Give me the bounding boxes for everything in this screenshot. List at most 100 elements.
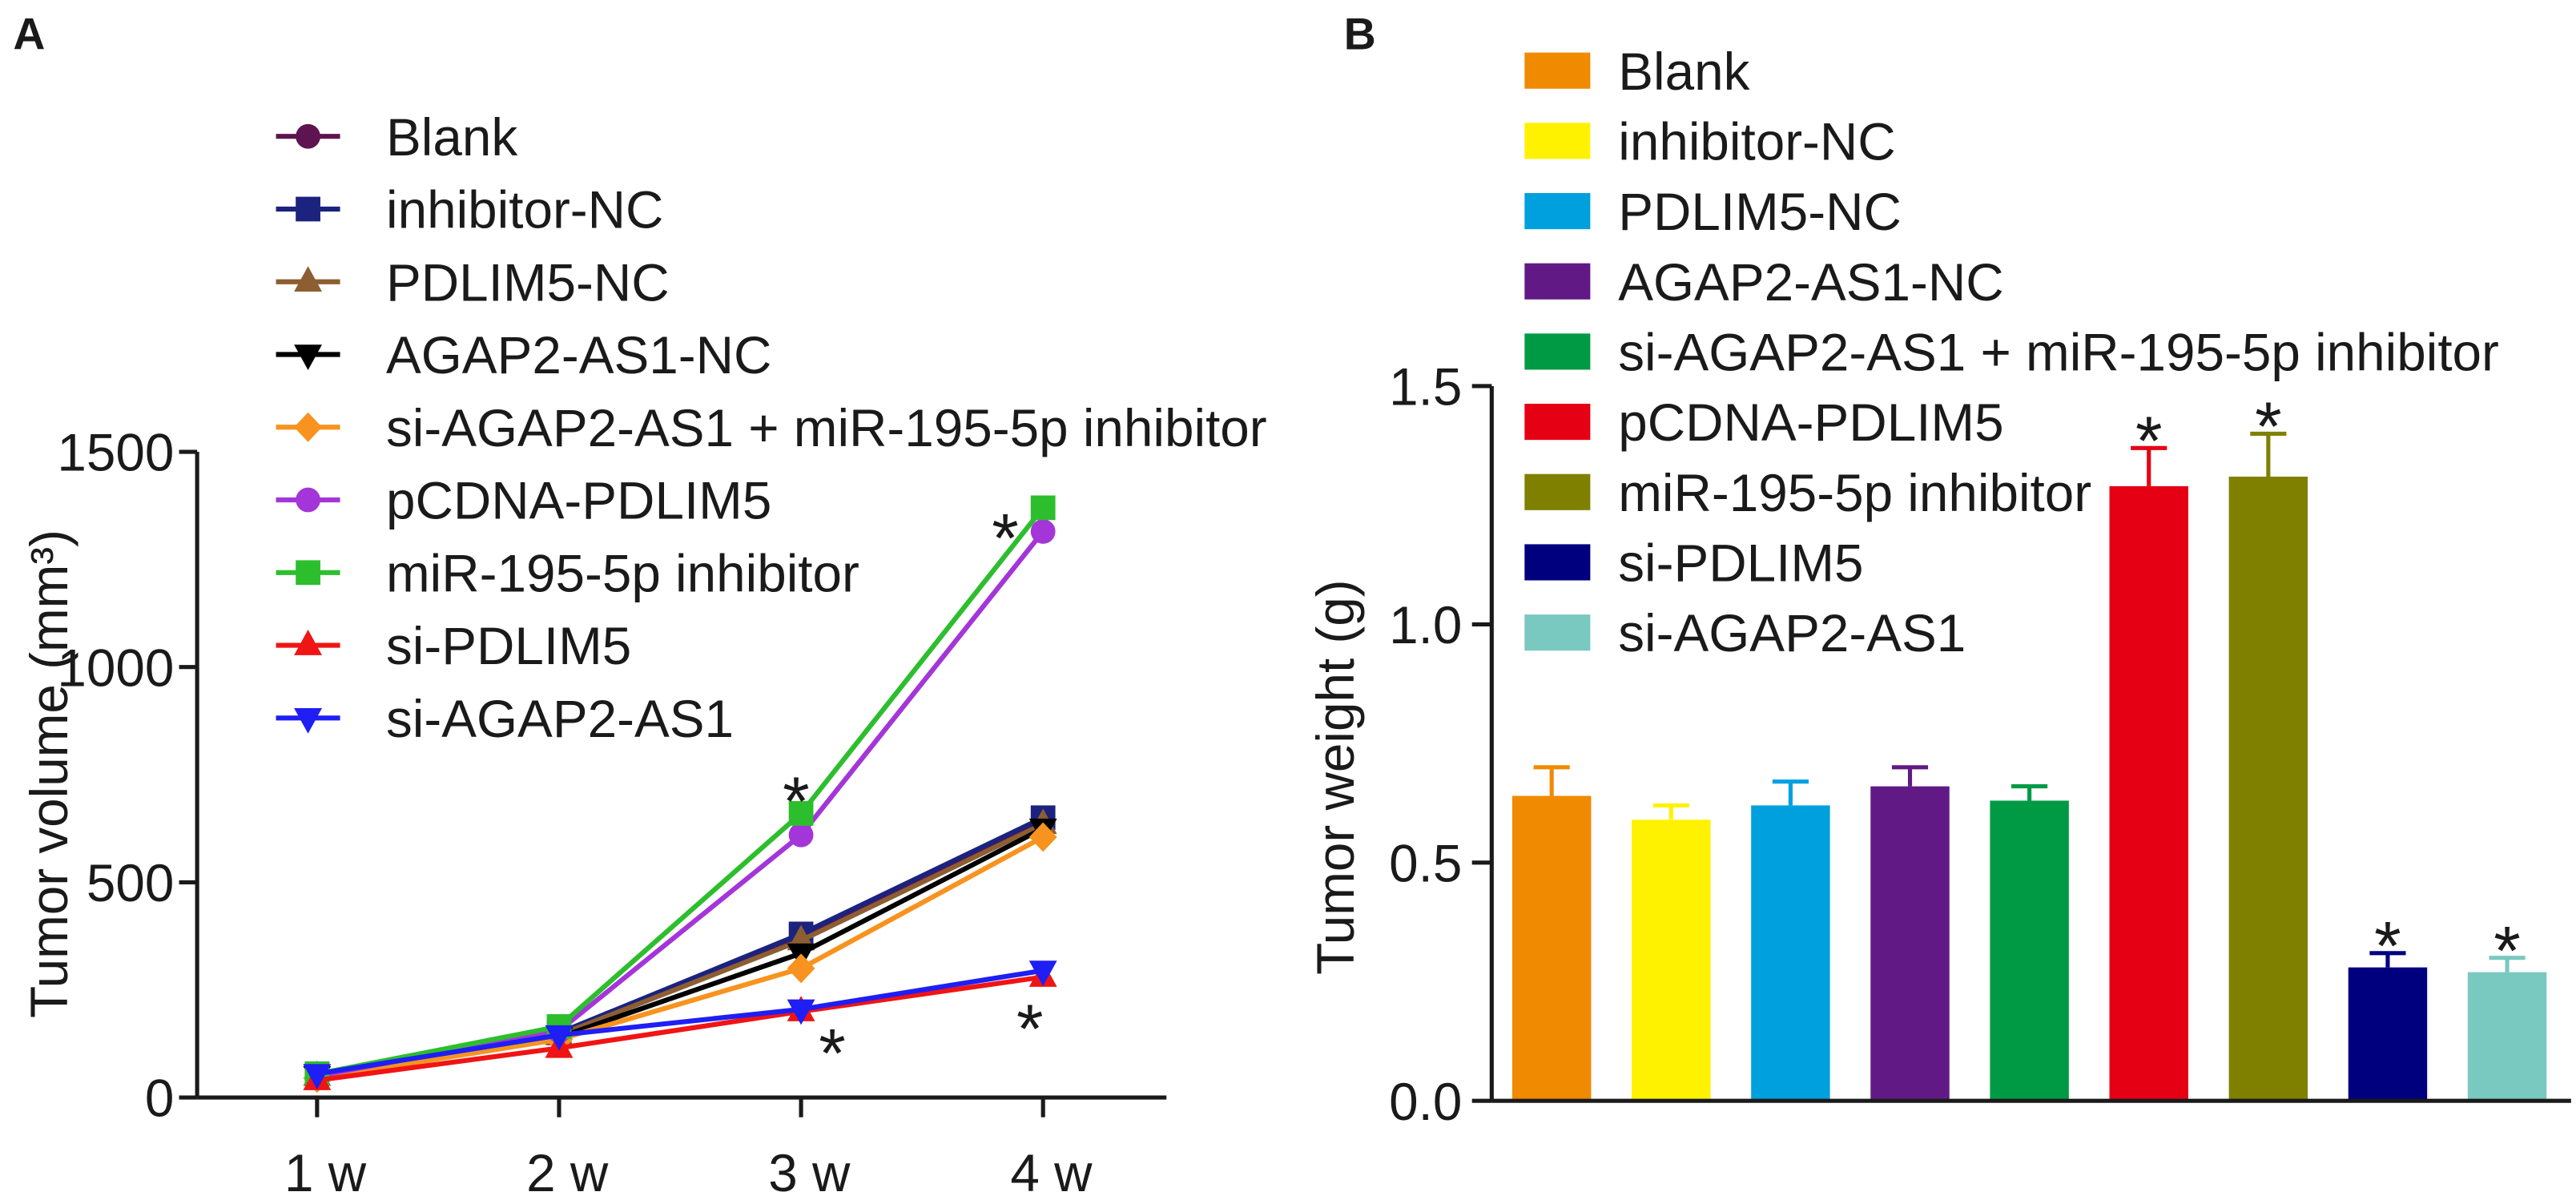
bar-group-si-pdlim5: * (2348, 908, 2428, 1101)
bar-group-inhibitor-nc (1632, 803, 1711, 1101)
line-agap2-as1-nc (316, 826, 1044, 1079)
legend-item-pcdna-pdlim5: pCDNA-PDLIM5 (1524, 393, 2004, 452)
line-si-agap2-as1 (316, 968, 1044, 1077)
legend-item-pdlim5-nc: PDLIM5-NC (1524, 183, 1902, 241)
y-tick-label: 500 (87, 854, 174, 912)
bar-mir-195-5p-inhibitor (2228, 476, 2308, 1101)
legend-marker (294, 412, 323, 442)
legend-marker (294, 344, 323, 370)
legend: Blank inhibitor-NC PDLIM5-NC AGAP2-AS1-NC si… (1524, 42, 2499, 662)
point-si-agap2-as1-1-w (303, 1064, 332, 1090)
line-si-agap2-as1-mir-195-5p-inhibitor (316, 835, 1044, 1081)
series-inhibitor-nc (304, 805, 1056, 1086)
y-tick-label: 0.5 (1389, 834, 1462, 892)
legend-label: si-PDLIM5 (1618, 534, 1863, 593)
y-tick-label: 1000 (57, 638, 174, 697)
y-tick-label: 0.0 (1389, 1073, 1462, 1131)
line-pdlim5-nc (316, 822, 1044, 1079)
bar-si-agap2-as1-mir-195-5p-inhibitor (1990, 800, 2069, 1101)
legend-item-inhibitor-nc: inhibitor-NC (1524, 112, 1896, 171)
y-tick-label: 1.0 (1389, 596, 1462, 654)
legend-swatch (1524, 263, 1591, 300)
bar-group-pcdna-pdlim5: * (2109, 403, 2188, 1101)
y-tick-label: 1.5 (1389, 358, 1462, 417)
legend-marker (294, 707, 323, 734)
legend-swatch (1524, 614, 1591, 651)
legend-item-mir-195-5p-inhibitor: miR-195-5p inhibitor (1524, 464, 2091, 522)
bar-blank (1511, 795, 1592, 1101)
bar-inhibitor-nc (1632, 819, 1711, 1101)
legend-swatch (1524, 52, 1591, 89)
legend-swatch (1524, 333, 1591, 370)
panel-label-b: B (1344, 10, 1376, 59)
legend-label: Blank (1618, 42, 1749, 101)
bar-si-agap2-as1 (2467, 972, 2547, 1101)
legend-label: AGAP2-AS1-NC (386, 326, 771, 385)
line-blank (316, 819, 1044, 1079)
legend-item-si-agap2-as1: si-AGAP2-AS1 (276, 690, 734, 748)
legend-swatch (1524, 192, 1591, 230)
point-si-agap2-as1-3-w (787, 999, 815, 1025)
legend-item-blank: Blank (1524, 42, 1750, 101)
legend-label: inhibitor-NC (386, 181, 663, 240)
plot-area: * * * * (1511, 389, 2547, 1101)
legend-item-pdlim5-nc: PDLIM5-NC (276, 253, 670, 312)
point-mir-195-5p-inhibitor-3-w (788, 801, 814, 826)
legend-swatch (1524, 544, 1591, 581)
legend-marker (296, 487, 320, 513)
legend-label: si-AGAP2-AS1 + miR-195-5p inhibitor (386, 399, 1267, 457)
bar-pdlim5-nc (1751, 805, 1830, 1101)
significance-asterisk: * (992, 501, 1019, 578)
legend-label: PDLIM5-NC (386, 253, 670, 312)
point-si-agap2-as1-2-w (545, 1025, 574, 1051)
x-tick-label: 4 w (1010, 1144, 1093, 1200)
legend-item-pcdna-pdlim5: pCDNA-PDLIM5 (276, 472, 771, 530)
panel-b-tumor-weight-bar-chart: B Tumor weight (g) * * * * 0.0 0.5 1.0 1.5 Blank… (1306, 10, 2571, 1131)
legend-marker (294, 266, 323, 292)
legend-item-inhibitor-nc: inhibitor-NC (276, 181, 663, 240)
line-inhibitor-nc (316, 815, 1044, 1077)
bar-si-pdlim5 (2348, 967, 2428, 1101)
significance-asterisk: * (2493, 912, 2521, 989)
legend-item-si-agap2-as1-mir-195-5p-inhibitor: si-AGAP2-AS1 + miR-195-5p inhibitor (1524, 324, 2499, 382)
bar-group-si-agap2-as1-mir-195-5p-inhibitor (1990, 784, 2069, 1101)
x-tick-label: 1 w (284, 1144, 367, 1200)
panel-label-a: A (13, 10, 45, 59)
series-pdlim5-nc (303, 808, 1057, 1086)
bar-agap2-as1-nc (1870, 786, 1950, 1101)
x-tick-label: 3 w (768, 1144, 851, 1200)
legend: Blank inhibitor-NC PDLIM5-NC AGAP2-AS1-NC si… (276, 108, 1267, 748)
point-si-agap2-as1-4-w (1028, 960, 1057, 987)
x-tick-label: 2 w (526, 1144, 609, 1200)
legend-item-blank: Blank (276, 108, 517, 167)
point-pcdna-pdlim5-4-w (1030, 519, 1056, 544)
y-axis-title: Tumor volume (mm³) (20, 530, 78, 1018)
significance-asterisk: * (1016, 991, 1044, 1068)
legend-label: miR-195-5p inhibitor (1618, 464, 2091, 522)
legend-item-mir-195-5p-inhibitor: miR-195-5p inhibitor (276, 544, 859, 602)
legend-item-si-agap2-as1: si-AGAP2-AS1 (1524, 604, 1966, 662)
legend-marker (294, 630, 323, 655)
legend-label: pCDNA-PDLIM5 (1618, 393, 2003, 452)
series-blank (304, 809, 1056, 1089)
panel-a-tumor-volume-line-chart: A Tumor volume (mm³) 0 500 1000 1500 1 w 2 w 3… (13, 10, 1266, 1200)
legend-swatch (1524, 404, 1591, 441)
y-tick-label: 1500 (57, 424, 174, 482)
legend-marker (296, 123, 320, 149)
bar-group-si-agap2-as1: * (2467, 912, 2547, 1101)
significance-asterisk: * (819, 1016, 846, 1093)
series-si-agap2-as1 (303, 960, 1057, 1090)
legend-swatch (1524, 473, 1591, 510)
legend-item-si-agap2-as1-mir-195-5p-inhibitor: si-AGAP2-AS1 + miR-195-5p inhibitor (276, 399, 1267, 457)
significance-asterisk: * (2374, 908, 2401, 985)
bar-group-pdlim5-nc (1751, 779, 1830, 1101)
line-si-pdlim5 (316, 974, 1044, 1083)
line-mir-195-5p-inhibitor (316, 505, 1045, 1077)
legend-marker (296, 560, 320, 586)
legend-label: si-AGAP2-AS1 + miR-195-5p inhibitor (1618, 324, 2499, 382)
legend-label: pCDNA-PDLIM5 (386, 472, 771, 530)
y-tick-label: 0 (145, 1069, 175, 1128)
legend-item-si-pdlim5: si-PDLIM5 (276, 617, 631, 675)
bar-group-agap2-as1-nc (1870, 765, 1950, 1101)
